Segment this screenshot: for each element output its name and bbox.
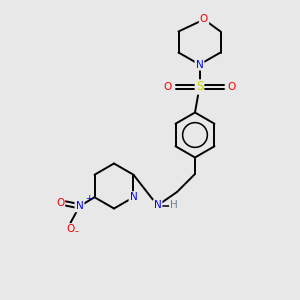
Text: O: O [66, 224, 75, 234]
Text: O: O [200, 14, 208, 25]
Text: O: O [56, 198, 64, 208]
Text: O: O [227, 82, 235, 92]
Text: H: H [170, 200, 178, 211]
Text: N: N [130, 192, 137, 202]
Text: +: + [85, 194, 92, 203]
Text: S: S [196, 80, 203, 94]
Text: N: N [154, 200, 161, 211]
Text: N: N [196, 59, 203, 70]
Text: -: - [74, 226, 78, 236]
Text: N: N [76, 201, 83, 211]
Text: O: O [164, 82, 172, 92]
